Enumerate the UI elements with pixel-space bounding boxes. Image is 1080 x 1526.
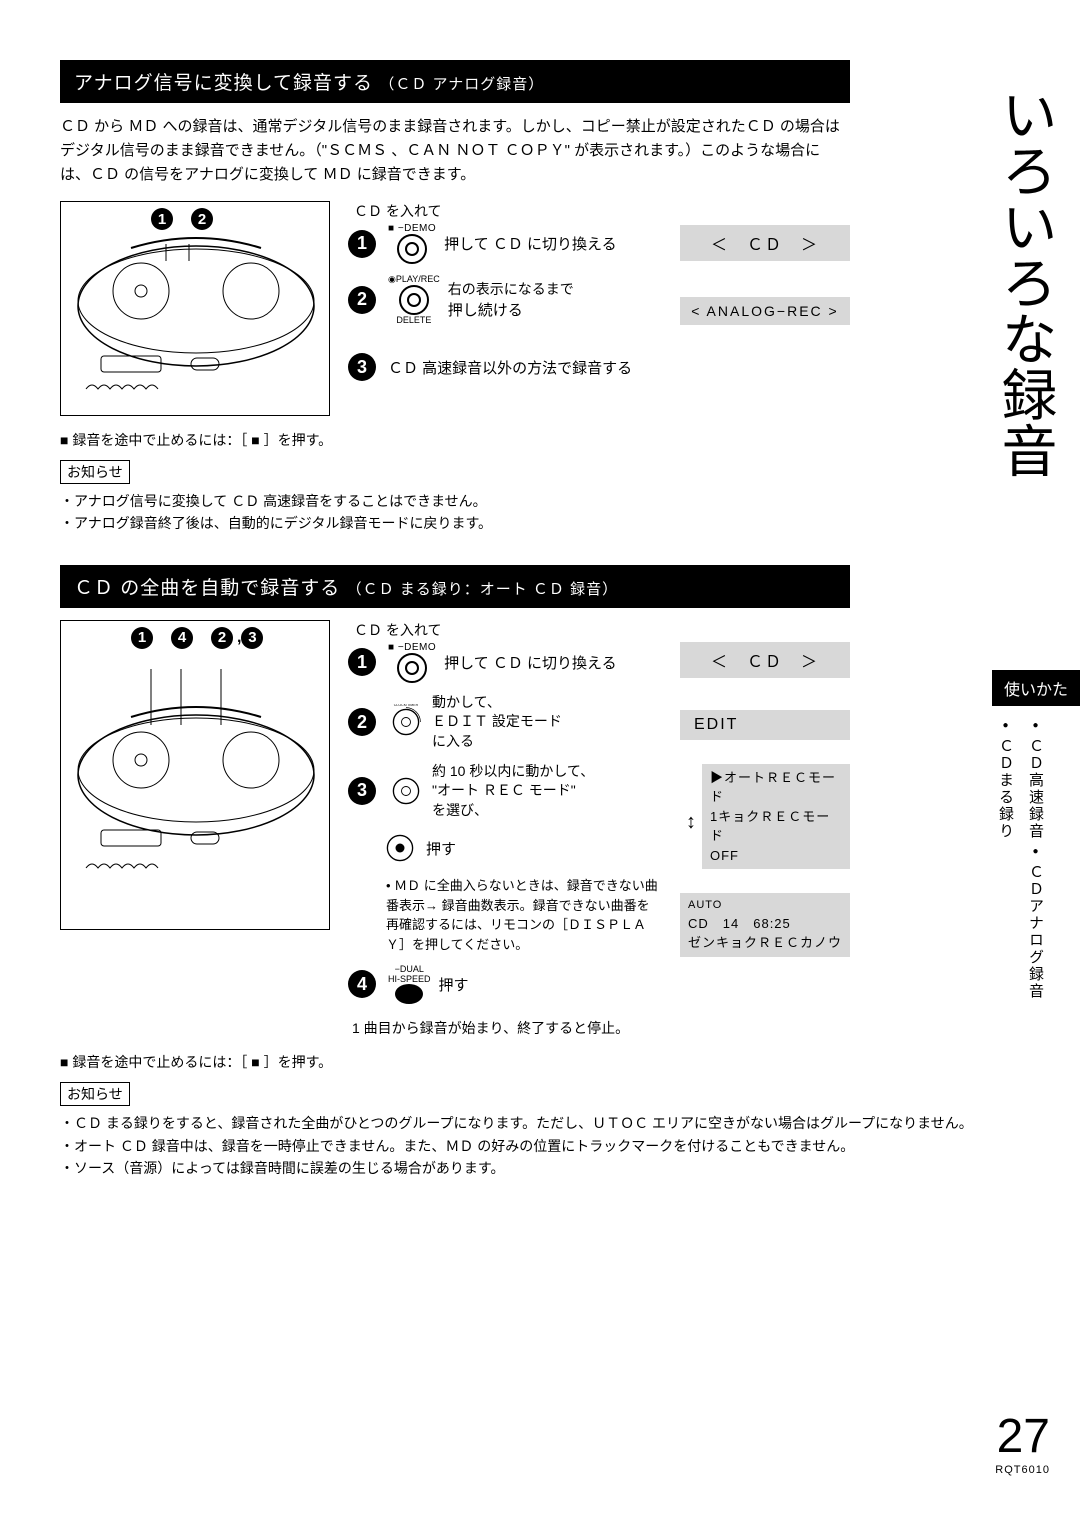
step-3b-text: "オート ＲＥＣ モード" — [432, 781, 662, 801]
step-3a-text: 約 10 秒以内に動かして、 — [432, 762, 662, 782]
updown-arrow-icon: ↕ — [686, 812, 696, 832]
boom-box-icon — [71, 236, 321, 411]
marker-4: 4 — [171, 627, 193, 649]
section2-displays: ＜ ＣＤ ＞ EDIT ↕ ▶オートＲＥＣモード 1キョクＲＥＣモード OFF … — [680, 620, 850, 1039]
auto-label: AUTO — [688, 897, 842, 914]
doc-code: RQT6010 — [995, 1464, 1050, 1476]
vertical-page-title: いろいろな録音 — [995, 86, 1054, 478]
section1-steps: ＣＤ を入れて 1 ■ −DEMO 押して ＣＤ に切り換える 2 ◉PLAY/… — [348, 201, 662, 416]
step-1-marker: 1 — [348, 230, 376, 258]
step-1-text: 押して ＣＤ に切り換える — [444, 652, 662, 673]
notice-label: お知らせ — [60, 460, 130, 484]
page-number-block: 27 RQT6010 — [995, 1409, 1050, 1476]
display-edit: EDIT — [680, 710, 850, 740]
section2-steps: ＣＤ を入れて 1 ■ −DEMO 押して ＣＤ に切り換える 2 — [348, 620, 662, 1039]
section2-notices: ・ＣＤ まる録りをすると、録音された全曲がひとつのグループになります。ただし、Ｕ… — [60, 1112, 1000, 1179]
section1-notices: ・アナログ信号に変換して ＣＤ 高速録音をすることはできません。 ・アナログ録音… — [60, 490, 850, 535]
section1-title: アナログ信号に変換して録音する — [74, 73, 373, 94]
section1-intro: ＣＤ から ＭＤ への録音は、通常デジタル信号のまま録音されます。しかし、コピー… — [60, 115, 850, 187]
step-3-marker: 3 — [348, 353, 376, 381]
device-illustration-1: 1 2 — [60, 201, 330, 416]
pre-step-text: ＣＤ を入れて — [354, 620, 662, 640]
section1-header: アナログ信号に変換して録音する （ＣＤ アナログ録音） — [60, 60, 850, 103]
step-2b-text: ＥＤＩＴ 設定モード — [432, 712, 662, 732]
section2-header: ＣＤ の全曲を自動で録音する （ＣＤ まる録り：オート ＣＤ 録音） — [60, 565, 850, 608]
step-2-pretext: 右の表示になるまで — [448, 279, 662, 299]
section1-displays: ＜ ＣＤ ＞ < ANALOG−REC > — [680, 201, 850, 416]
display-analog-rec: < ANALOG−REC > — [680, 297, 850, 325]
step-3d-text: 押す — [426, 838, 456, 859]
side-item: ＣＤ高速録音 — [1027, 720, 1044, 840]
step-3c-text: を選び、 — [432, 801, 662, 821]
step-2-text: 押し続ける — [448, 299, 662, 320]
demo-label: ■ −DEMO — [388, 642, 436, 653]
notice-item: ・ソース（音源）によっては録音時間に誤差の生じる場合があります。 — [60, 1157, 1000, 1179]
final-text: 1 曲目から録音が始まり、終了すると停止。 — [352, 1018, 662, 1038]
marker-1: 1 — [131, 627, 153, 649]
notice-item: ・ＣＤ まる録りをすると、録音された全曲がひとつのグループになります。ただし、Ｕ… — [60, 1112, 1000, 1134]
pre-step-text: ＣＤ を入れて — [354, 201, 662, 221]
boom-box-icon — [71, 665, 321, 930]
marker-3: 3 — [241, 627, 263, 649]
device-illustration-2: 1 4 2,3 — [60, 620, 330, 930]
mode-off: OFF — [710, 846, 842, 866]
mode-1kyoku: 1キョクＲＥＣモード — [710, 807, 842, 846]
step-1-marker: 1 — [348, 648, 376, 676]
display-rec-modes: ▶オートＲＥＣモード 1キョクＲＥＣモード OFF — [702, 764, 850, 870]
jog-dial-icon — [388, 773, 424, 809]
side-item: ＣＤアナログ録音 — [1027, 846, 1044, 1000]
step-2-marker: 2 — [348, 286, 376, 314]
section2-subtitle: （ＣＤ まる録り：オート ＣＤ 録音） — [347, 581, 619, 598]
svg-text:CLOCK/TIMER: CLOCK/TIMER — [394, 704, 419, 707]
play-rec-label: ◉PLAY/REC — [388, 274, 440, 285]
side-nav-list: ＣＤ高速録音 ＣＤアナログ録音 ＣＤまる録り — [990, 720, 1050, 1000]
marker-2: 2 — [211, 627, 233, 649]
jog-dial-icon — [382, 830, 418, 866]
step-3-note: • ＭＤ に全曲入らないときは、録音できない曲番表示→ 録音曲数表示。録音できな… — [386, 876, 662, 954]
section2-title: ＣＤ の全曲を自動で録音する — [74, 578, 340, 599]
step-4-marker: 4 — [348, 970, 376, 998]
step-3-marker: 3 — [348, 777, 376, 805]
step-4-text: 押す — [439, 974, 662, 995]
zenkyoku: ゼンキョクＲＥＣカノウ — [688, 933, 842, 953]
marker-1: 1 — [151, 208, 173, 230]
step-1-text: 押して ＣＤ に切り換える — [444, 233, 662, 254]
side-tab: 使いかた — [992, 670, 1080, 706]
demo-label: ■ −DEMO — [388, 223, 436, 234]
button-icon — [399, 285, 429, 315]
step-2c-text: に入る — [432, 732, 662, 752]
notice-label: お知らせ — [60, 1082, 130, 1106]
display-auto-status: AUTO CD 14 68:25 ゼンキョクＲＥＣカノウ — [680, 893, 850, 957]
step-2a-text: 動かして、 — [432, 693, 662, 713]
button-icon — [397, 234, 427, 264]
hispeed-label: HI-SPEED — [388, 974, 431, 984]
mode-auto: ▶オートＲＥＣモード — [710, 768, 842, 807]
dual-label: −DUAL — [395, 964, 424, 974]
section1-subtitle: （ＣＤ アナログ録音） — [379, 76, 544, 93]
marker-2: 2 — [191, 208, 213, 230]
notice-item: ・オート ＣＤ 録音中は、録音を一時停止できません。また、ＭＤ の好みの位置にト… — [60, 1135, 1000, 1157]
display-cd: ＜ ＣＤ ＞ — [680, 225, 850, 261]
jog-dial-icon: CLOCK/TIMER — [388, 704, 424, 740]
step-2-marker: 2 — [348, 708, 376, 736]
oval-button-icon — [395, 984, 423, 1004]
display-cd: ＜ ＣＤ ＞ — [680, 642, 850, 678]
notice-item: ・アナログ録音終了後は、自動的にデジタル録音モードに戻ります。 — [60, 512, 850, 534]
page-number: 27 — [995, 1409, 1050, 1464]
section1-stop-note: ■ 録音を途中で止めるには：［ ■ ］を押す。 — [60, 430, 850, 450]
side-item: ＣＤまる録り — [997, 720, 1014, 840]
cd-time: CD 14 68:25 — [688, 914, 842, 934]
step-3-text: ＣＤ 高速録音以外の方法で録音する — [388, 357, 662, 378]
section2-stop-note: ■ 録音を途中で止めるには：［ ■ ］を押す。 — [60, 1052, 850, 1072]
notice-item: ・アナログ信号に変換して ＣＤ 高速録音をすることはできません。 — [60, 490, 850, 512]
button-icon — [397, 653, 427, 683]
delete-label: DELETE — [396, 315, 431, 325]
